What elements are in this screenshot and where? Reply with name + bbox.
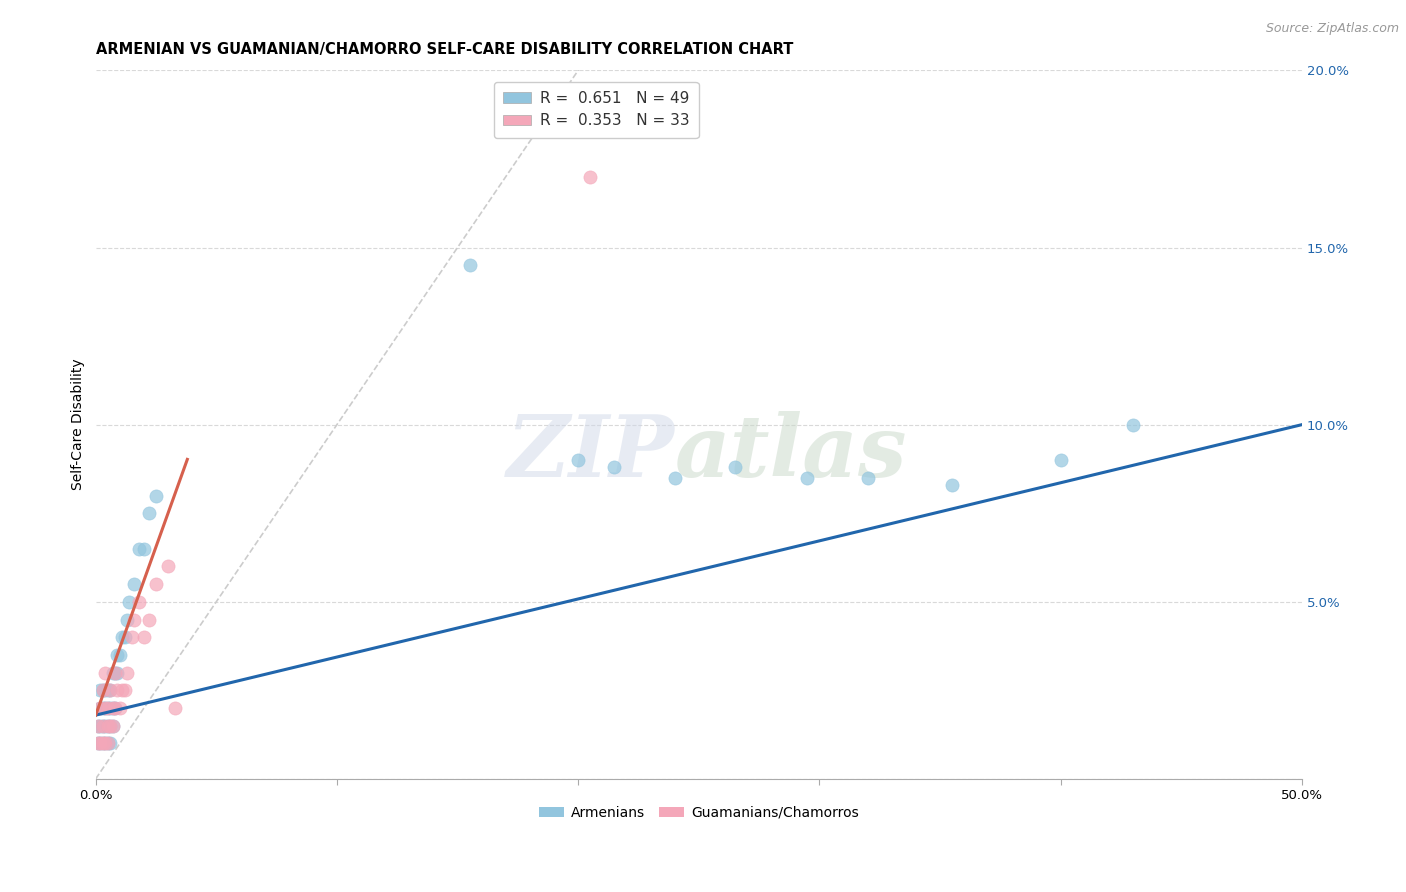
Point bbox=[603, 460, 626, 475]
Point bbox=[91, 719, 114, 733]
Point bbox=[104, 701, 127, 715]
Point bbox=[138, 613, 160, 627]
Point bbox=[97, 737, 120, 751]
Point bbox=[97, 719, 120, 733]
Point bbox=[94, 719, 117, 733]
Point bbox=[98, 683, 121, 698]
Point bbox=[89, 683, 111, 698]
Point bbox=[87, 737, 110, 751]
Point bbox=[98, 719, 121, 733]
Point bbox=[89, 737, 111, 751]
Point bbox=[115, 613, 138, 627]
Point bbox=[101, 719, 124, 733]
Point bbox=[567, 453, 589, 467]
Point bbox=[97, 701, 120, 715]
Point bbox=[97, 719, 120, 733]
Point bbox=[98, 701, 121, 715]
Legend: Armenians, Guamanians/Chamorros: Armenians, Guamanians/Chamorros bbox=[533, 800, 865, 825]
Point bbox=[87, 719, 110, 733]
Point bbox=[91, 701, 114, 715]
Point bbox=[157, 559, 180, 574]
Point bbox=[724, 460, 747, 475]
Point bbox=[104, 665, 127, 680]
Point bbox=[104, 665, 127, 680]
Point bbox=[98, 719, 121, 733]
Point bbox=[111, 683, 134, 698]
Text: ARMENIAN VS GUAMANIAN/CHAMORRO SELF-CARE DISABILITY CORRELATION CHART: ARMENIAN VS GUAMANIAN/CHAMORRO SELF-CARE… bbox=[96, 42, 793, 57]
Point bbox=[1122, 417, 1144, 432]
Point bbox=[97, 737, 120, 751]
Point bbox=[118, 595, 141, 609]
Point bbox=[101, 701, 124, 715]
Point bbox=[89, 719, 111, 733]
Point bbox=[145, 577, 167, 591]
Point bbox=[87, 719, 110, 733]
Point bbox=[87, 737, 110, 751]
Point bbox=[579, 169, 602, 184]
Point bbox=[115, 665, 138, 680]
Point bbox=[94, 737, 117, 751]
Point bbox=[98, 737, 121, 751]
Point bbox=[796, 471, 818, 485]
Point bbox=[97, 683, 120, 698]
Text: ZIP: ZIP bbox=[506, 411, 675, 495]
Point bbox=[114, 683, 136, 698]
Point bbox=[1049, 453, 1071, 467]
Point bbox=[89, 737, 111, 751]
Point bbox=[101, 665, 124, 680]
Point bbox=[105, 665, 128, 680]
Text: Source: ZipAtlas.com: Source: ZipAtlas.com bbox=[1265, 22, 1399, 36]
Point bbox=[458, 258, 481, 272]
Point bbox=[121, 630, 143, 644]
Point bbox=[101, 719, 124, 733]
Point bbox=[122, 613, 145, 627]
Point bbox=[165, 701, 187, 715]
Point bbox=[128, 595, 150, 609]
Y-axis label: Self-Care Disability: Self-Care Disability bbox=[72, 359, 86, 491]
Point bbox=[89, 701, 111, 715]
Point bbox=[122, 577, 145, 591]
Point bbox=[98, 683, 121, 698]
Point bbox=[94, 701, 117, 715]
Point bbox=[91, 683, 114, 698]
Point bbox=[105, 648, 128, 662]
Point bbox=[105, 683, 128, 698]
Point bbox=[94, 665, 117, 680]
Point bbox=[132, 541, 155, 556]
Point bbox=[145, 489, 167, 503]
Point bbox=[91, 737, 114, 751]
Point bbox=[856, 471, 879, 485]
Point bbox=[89, 701, 111, 715]
Point bbox=[132, 630, 155, 644]
Point bbox=[941, 478, 963, 492]
Point bbox=[111, 630, 134, 644]
Point bbox=[138, 506, 160, 520]
Point bbox=[94, 737, 117, 751]
Point bbox=[94, 701, 117, 715]
Point bbox=[94, 683, 117, 698]
Point bbox=[91, 737, 114, 751]
Text: atlas: atlas bbox=[675, 411, 907, 495]
Point bbox=[101, 701, 124, 715]
Point bbox=[128, 541, 150, 556]
Point bbox=[91, 683, 114, 698]
Point bbox=[108, 701, 131, 715]
Point bbox=[97, 701, 120, 715]
Point bbox=[114, 630, 136, 644]
Point bbox=[664, 471, 686, 485]
Point bbox=[108, 648, 131, 662]
Point bbox=[91, 719, 114, 733]
Point bbox=[104, 701, 127, 715]
